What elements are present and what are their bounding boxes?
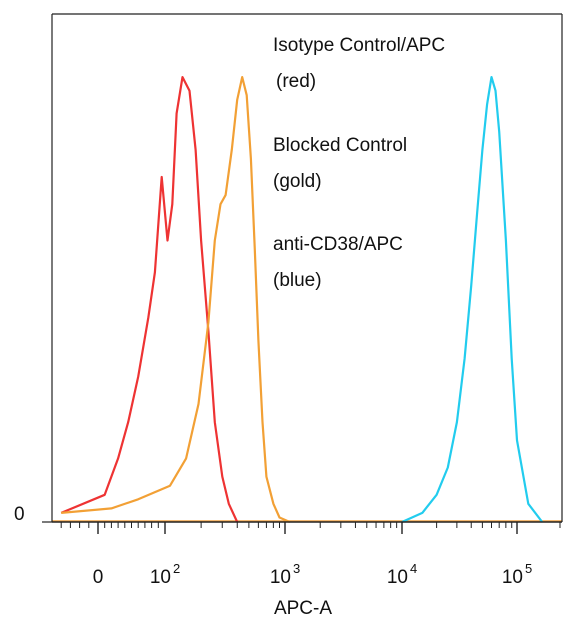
x-tick-label-4: 10 5	[502, 561, 532, 588]
annotation-text-0: Isotype Control/APC	[273, 35, 445, 56]
x-tick-label-1: 10 2	[150, 561, 180, 588]
x-tick-label-3: 10 4	[387, 561, 417, 588]
annotation-text-4: anti-CD38/APC	[273, 234, 403, 255]
curves-layer	[52, 76, 562, 524]
annotation-text-5: (blue)	[273, 270, 322, 291]
annotation-text-1: (red)	[276, 71, 316, 92]
series-1-line	[61, 76, 291, 524]
axes-layer	[42, 13, 563, 534]
x-tick-label-0: 0	[93, 567, 104, 588]
annotation-text-2: Blocked Control	[273, 135, 407, 156]
x-tick-label-2: 10 3	[270, 561, 300, 588]
annotation-text-3: (gold)	[273, 171, 322, 192]
series-0-line	[60, 76, 239, 523]
labels-layer: 0 0 10 2 10 3 10 4 10 5 APC-A Isotype Control/APC (…	[14, 35, 532, 619]
y-tick-label: 0	[14, 504, 25, 525]
x-axis-title: APC-A	[274, 598, 332, 619]
series-2-line	[401, 76, 544, 524]
